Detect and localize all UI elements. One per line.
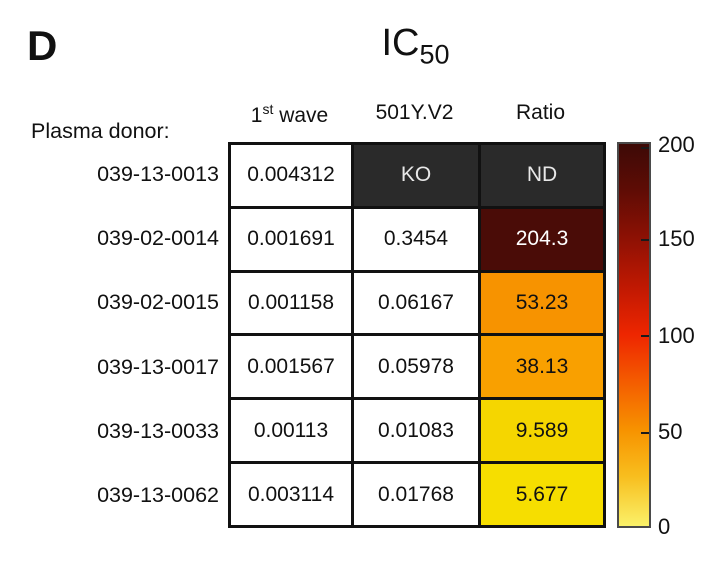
colorbar-label-50: 50 — [658, 419, 683, 444]
panel-letter: D — [27, 22, 58, 69]
figure-title: IC50 — [228, 22, 603, 71]
cell-variant: KO — [351, 142, 481, 209]
cell-ratio: 9.589 — [478, 397, 606, 465]
colorbar-label-200: 200 — [658, 132, 695, 157]
figure-title-main: IC — [381, 22, 420, 64]
donor-label: 039-13-0062 — [97, 483, 219, 507]
cell-variant: 0.3454 — [351, 205, 481, 273]
cell-ratio: 204.3 — [478, 205, 606, 273]
cell-ratio: 53.23 — [478, 269, 606, 337]
table-row: 0.001691 0.3454 204.3 — [228, 205, 606, 273]
table-row: 0.001567 0.05978 38.13 — [228, 333, 606, 401]
ic50-heatmap-table: 0.004312 KO ND 0.001691 0.3454 204.3 0.0… — [228, 142, 606, 528]
colorbar-gradient — [617, 142, 651, 528]
cell-ratio: 38.13 — [478, 333, 606, 401]
first-wave-ordinal-superscript: st — [262, 101, 274, 117]
colorbar-label-100: 100 — [658, 323, 695, 348]
donor-label: 039-13-0033 — [97, 419, 219, 443]
cell-first-wave: 0.003114 — [228, 461, 354, 528]
cell-first-wave: 0.004312 — [228, 142, 354, 209]
row-axis-label: Plasma donor: — [31, 119, 170, 143]
donor-label: 039-02-0015 — [97, 290, 219, 314]
cell-first-wave: 0.00113 — [228, 397, 354, 465]
cell-ratio: 5.677 — [478, 461, 606, 528]
cell-first-wave: 0.001567 — [228, 333, 354, 401]
cell-first-wave: 0.001158 — [228, 269, 354, 337]
colorbar-label-0: 0 — [658, 514, 671, 539]
column-header-ratio: Ratio — [515, 101, 566, 124]
colorbar-label-150: 150 — [658, 226, 695, 251]
column-header-first-wave: 1st wave — [228, 101, 351, 128]
colorbar-tick-100 — [641, 335, 649, 337]
colorbar-tick-150 — [641, 239, 649, 241]
cell-variant: 0.01083 — [351, 397, 481, 465]
donor-label: 039-13-0017 — [97, 355, 219, 379]
table-row: 0.001158 0.06167 53.23 — [228, 269, 606, 337]
colorbar-tick-200 — [641, 147, 649, 149]
column-header-variant: 501Y.V2 — [375, 101, 454, 124]
first-wave-number: 1 — [250, 104, 263, 127]
donor-label: 039-02-0014 — [97, 226, 219, 250]
cell-variant: 0.05978 — [351, 333, 481, 401]
cell-ratio: ND — [478, 142, 606, 209]
table-row: 0.004312 KO ND — [228, 142, 606, 209]
figure-title-subscript: 50 — [419, 39, 450, 70]
table-row: 0.00113 0.01083 9.589 — [228, 397, 606, 465]
cell-first-wave: 0.001691 — [228, 205, 354, 273]
cell-variant: 0.06167 — [351, 269, 481, 337]
cell-variant: 0.01768 — [351, 461, 481, 528]
colorbar-tick-50 — [641, 432, 649, 434]
table-row: 0.003114 0.01768 5.677 — [228, 461, 606, 528]
donor-label: 039-13-0013 — [97, 162, 219, 186]
first-wave-text: wave — [273, 104, 329, 127]
